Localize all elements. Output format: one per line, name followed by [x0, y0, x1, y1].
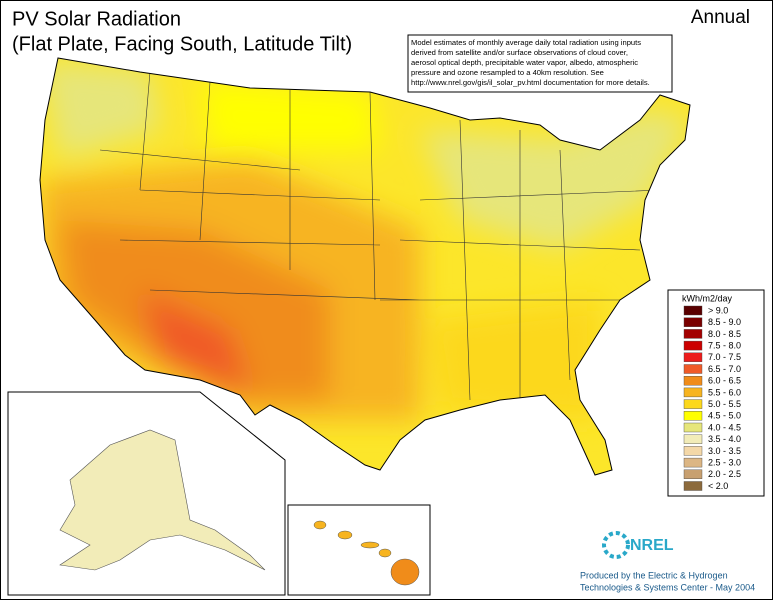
note-line: derived from satellite and/or surface ob… [411, 48, 628, 57]
legend-swatch [683, 446, 703, 456]
legend-title: kWh/m2/day [682, 293, 733, 303]
credit-line: Produced by the Electric & Hydrogen [580, 570, 728, 580]
legend-swatch [683, 411, 703, 421]
legend-label: 2.5 - 3.0 [708, 457, 741, 467]
legend-label: > 9.0 [708, 305, 728, 315]
logo-text: NREL [630, 537, 674, 554]
legend-label: 5.0 - 5.5 [708, 399, 741, 409]
legend-label: 6.0 - 6.5 [708, 376, 741, 386]
legend-label: 8.0 - 8.5 [708, 329, 741, 339]
legend-swatch [683, 376, 703, 386]
credit-line: Technologies & Systems Center - May 2004 [580, 582, 755, 592]
alaska-map [59, 429, 266, 571]
legend-swatch [683, 364, 703, 374]
legend-label: 3.0 - 3.5 [708, 446, 741, 456]
legend-swatch [683, 457, 703, 468]
legend-label: 5.5 - 6.0 [708, 387, 741, 397]
legend-label: 4.5 - 5.0 [708, 411, 741, 421]
note-line: Model estimates of monthly average daily… [411, 38, 641, 47]
legend-swatch [683, 305, 703, 316]
legend-swatch [683, 422, 703, 433]
legend-label: 6.5 - 7.0 [708, 364, 741, 374]
legend-label: 4.0 - 4.5 [708, 422, 741, 432]
period: Annual [691, 7, 750, 28]
legend: > 9.0 8.5 - 9.0 8.0 - 8.57.5 - 8.0 7.0 - 7.… [683, 305, 741, 491]
legend-label: 3.5 - 4.0 [708, 434, 741, 444]
title-line: PV Solar Radiation [12, 8, 181, 30]
legend-swatch [683, 387, 703, 398]
note-box [407, 34, 673, 93]
note-line: aerosol optical depth, precipitable wate… [411, 58, 638, 67]
note-line: pressure and ozone resampled to a 40km r… [411, 68, 604, 77]
note: Model estimates of monthly average daily… [411, 38, 650, 87]
legend-swatch [683, 481, 703, 491]
legend-swatch [683, 329, 703, 339]
legend-label: 2.0 - 2.5 [708, 469, 741, 479]
legend-label: 7.5 - 8.0 [708, 340, 741, 350]
legend-swatch [683, 317, 703, 327]
note-line: http://www.nrel.gov/gis/il_solar_pv.html… [411, 78, 650, 87]
legend-label: 7.0 - 7.5 [708, 352, 741, 362]
conus-outline [39, 57, 691, 476]
logo: NREL [602, 531, 674, 559]
title-line: (Flat Plate, Facing South, Latitude Tilt… [12, 33, 352, 55]
legend-label: 8.5 - 9.0 [708, 317, 741, 327]
legend-swatch [683, 434, 703, 444]
legend-swatch [683, 399, 703, 409]
legend-swatch [683, 352, 703, 362]
legend-label: < 2.0 [708, 481, 728, 491]
legend-swatch [683, 340, 703, 351]
hawaii-map [313, 520, 420, 586]
legend-swatch [683, 469, 703, 479]
